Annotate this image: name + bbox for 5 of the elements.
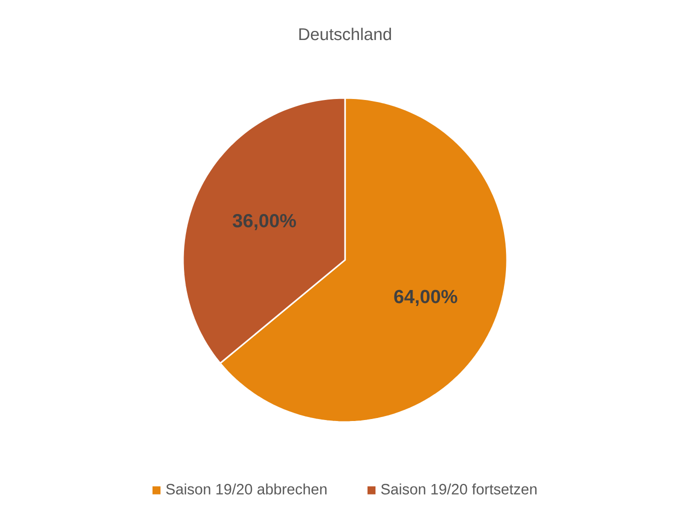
data-label: 64,00% bbox=[394, 290, 458, 306]
chart-title: Deutschland bbox=[299, 28, 391, 40]
data-label: 36,00% bbox=[232, 214, 296, 230]
legend-label: Saison 19/20 abbrechen bbox=[166, 484, 326, 494]
legend-label: Saison 19/20 fortsetzen bbox=[381, 484, 537, 494]
